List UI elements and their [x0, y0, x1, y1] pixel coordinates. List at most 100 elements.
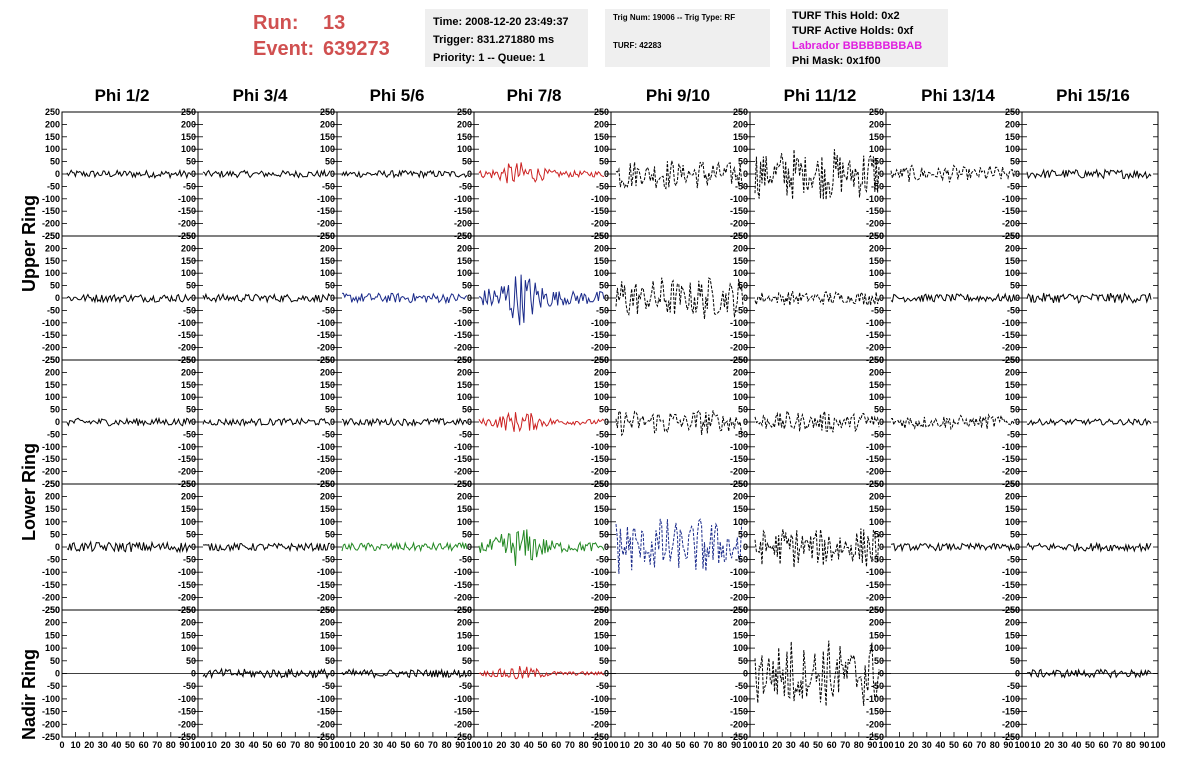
y-tick-label: -100 — [1002, 567, 1020, 577]
y-tick-label: 150 — [45, 380, 60, 390]
y-tick-label: 250 — [320, 605, 335, 615]
waveform-trace — [202, 667, 331, 680]
y-tick-label: 50 — [738, 157, 748, 167]
y-tick-label: -100 — [866, 194, 884, 204]
y-tick-label: 200 — [594, 243, 609, 253]
waveform-trace — [478, 529, 605, 566]
y-tick-label: 50 — [462, 157, 472, 167]
y-tick-label: -100 — [1002, 318, 1020, 328]
y-tick-label: -250 — [317, 732, 335, 742]
y-tick-label: -200 — [1002, 719, 1020, 729]
x-tick-label: 70 — [976, 740, 986, 750]
y-tick-label: 0 — [879, 669, 884, 679]
waveform-trace — [66, 293, 192, 304]
x-tick-label: 10 — [207, 740, 217, 750]
y-tick-label: 0 — [330, 669, 335, 679]
y-tick-label: 50 — [325, 656, 335, 666]
y-tick-label: 250 — [320, 479, 335, 489]
waveform-trace — [202, 168, 331, 179]
y-tick-label: -100 — [866, 694, 884, 704]
panel-r5-c1: -250 -200 -150 -100 -50 0 50 100 150 200 250 0 10 20 3… — [42, 605, 206, 750]
waveform-trace — [1026, 168, 1152, 180]
y-tick-label: 50 — [50, 656, 60, 666]
y-tick-label: -100 — [454, 567, 472, 577]
waveform-trace — [890, 164, 1016, 183]
turf-this-hold-text: TURF This Hold: 0x2 — [792, 10, 900, 22]
x-tick-label: 40 — [662, 740, 672, 750]
y-tick-label: 200 — [1005, 492, 1020, 502]
y-tick-label: -100 — [591, 567, 609, 577]
y-tick-label: 200 — [181, 119, 196, 129]
x-tick-label: 100 — [329, 740, 344, 750]
y-tick-label: 150 — [457, 630, 472, 640]
y-tick-label: -250 — [1002, 732, 1020, 742]
y-tick-label: 250 — [733, 355, 748, 365]
y-tick-label: -50 — [871, 181, 884, 191]
panel-r1-c1: -250 -200 -150 -100 -50 0 50 100 150 200 250 — [42, 107, 199, 241]
y-tick-label: 100 — [869, 643, 884, 653]
y-tick-label: -100 — [178, 318, 196, 328]
x-tick-label: 20 — [772, 740, 782, 750]
y-tick-label: -100 — [42, 694, 60, 704]
x-tick-label: 10 — [483, 740, 493, 750]
y-tick-label: 200 — [457, 367, 472, 377]
y-tick-label: 250 — [45, 355, 60, 365]
x-tick-label: 60 — [551, 740, 561, 750]
y-tick-label: 150 — [733, 504, 748, 514]
y-tick-label: 50 — [1010, 529, 1020, 539]
waveform-trace — [478, 162, 605, 184]
run-value: 13 — [323, 12, 346, 34]
run-label: Run: — [253, 12, 299, 34]
y-tick-label: 250 — [320, 355, 335, 365]
y-tick-label: -50 — [183, 429, 196, 439]
y-tick-label: 150 — [320, 132, 335, 142]
waveform-trace — [1026, 541, 1152, 553]
y-tick-label: 0 — [1015, 417, 1020, 427]
y-tick-label: -200 — [454, 219, 472, 229]
y-tick-label: -150 — [42, 580, 60, 590]
y-tick-label: 0 — [55, 169, 60, 179]
x-tick-label: 10 — [346, 740, 356, 750]
column-label-phi-9-10: Phi 9/10 — [645, 86, 711, 105]
y-tick-label: -100 — [178, 442, 196, 452]
y-tick-label: 250 — [181, 479, 196, 489]
y-tick-label: -150 — [866, 330, 884, 340]
waveform-trace — [341, 541, 468, 553]
y-tick-label: 0 — [330, 293, 335, 303]
x-tick-label: 70 — [840, 740, 850, 750]
y-tick-label: 250 — [457, 605, 472, 615]
y-tick-label: -150 — [454, 454, 472, 464]
x-tick-label: 80 — [1126, 740, 1136, 750]
x-tick-label: 50 — [125, 740, 135, 750]
y-tick-label: 100 — [1005, 144, 1020, 154]
y-tick-label: -50 — [596, 305, 609, 315]
x-tick-label: 20 — [359, 740, 369, 750]
y-tick-label: -150 — [178, 707, 196, 717]
y-tick-label: 200 — [45, 492, 60, 502]
y-tick-label: -50 — [1007, 181, 1020, 191]
y-tick-label: -50 — [47, 681, 60, 691]
y-tick-label: 0 — [191, 542, 196, 552]
y-tick-label: 100 — [733, 643, 748, 653]
x-tick-label: 40 — [524, 740, 534, 750]
x-tick-label: 20 — [84, 740, 94, 750]
x-tick-label: 60 — [139, 740, 149, 750]
x-tick-label: 90 — [179, 740, 189, 750]
x-tick-label: 70 — [290, 740, 300, 750]
y-tick-label: 250 — [733, 479, 748, 489]
x-tick-label: 40 — [1071, 740, 1081, 750]
x-tick-label: 90 — [1003, 740, 1013, 750]
y-tick-label: 100 — [457, 268, 472, 278]
x-tick-label: 80 — [579, 740, 589, 750]
x-tick-label: 40 — [387, 740, 397, 750]
y-tick-label: 50 — [874, 281, 884, 291]
y-tick-label: 50 — [1010, 405, 1020, 415]
y-tick-label: 100 — [1005, 268, 1020, 278]
y-tick-label: 200 — [320, 492, 335, 502]
y-tick-label: -100 — [42, 567, 60, 577]
y-tick-label: -200 — [317, 467, 335, 477]
x-tick-label: 10 — [1031, 740, 1041, 750]
